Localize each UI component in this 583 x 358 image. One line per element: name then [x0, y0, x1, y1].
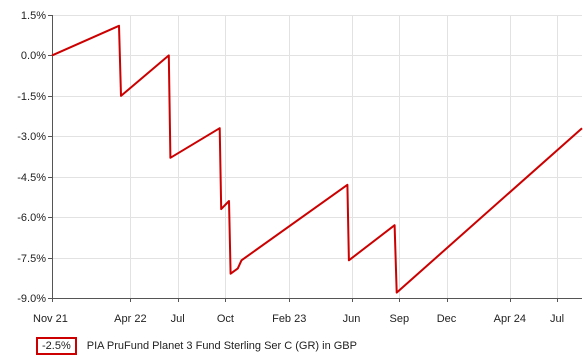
x-tick-labels: Nov 21 Apr 22 Jul Oct Feb 23 Jun Sep Dec Apr 24 J…	[33, 313, 564, 325]
x-tick-label: Jul	[171, 313, 185, 325]
series-line	[51, 24, 583, 294]
x-tick-label: Dec	[437, 313, 457, 325]
series-layer	[51, 24, 583, 294]
x-tick-label: Sep	[389, 313, 409, 325]
x-tick-label: Oct	[217, 313, 234, 325]
y-tick-label: -6.0%	[17, 212, 46, 224]
y-tick-label: 0.0%	[21, 50, 46, 62]
legend: -2.5% PIA PruFund Planet 3 Fund Sterling…	[36, 337, 357, 355]
y-tick-label: -4.5%	[17, 172, 46, 184]
x-tick-label: Nov 21	[33, 313, 68, 325]
x-tick-label: Apr 22	[114, 313, 146, 325]
axes	[48, 15, 582, 302]
x-tick-label: Jul	[550, 313, 564, 325]
legend-last-value: -2.5%	[36, 337, 77, 355]
y-tick-label: -7.5%	[17, 253, 46, 265]
x-tick-label: Feb 23	[272, 313, 306, 325]
y-tick-label: 1.5%	[21, 10, 46, 22]
y-tick-label: -9.0%	[17, 293, 46, 305]
x-tick-label: Apr 24	[494, 313, 526, 325]
x-tick-label: Jun	[343, 313, 361, 325]
y-tick-label: -3.0%	[17, 131, 46, 143]
y-tick-labels: 1.5% 0.0% -1.5% -3.0% -4.5% -6.0% -7.5% -9.0%	[17, 10, 46, 305]
legend-series-name: PIA PruFund Planet 3 Fund Sterling Ser C…	[86, 340, 357, 352]
y-tick-label: -1.5%	[17, 91, 46, 103]
gridlines	[52, 15, 582, 299]
